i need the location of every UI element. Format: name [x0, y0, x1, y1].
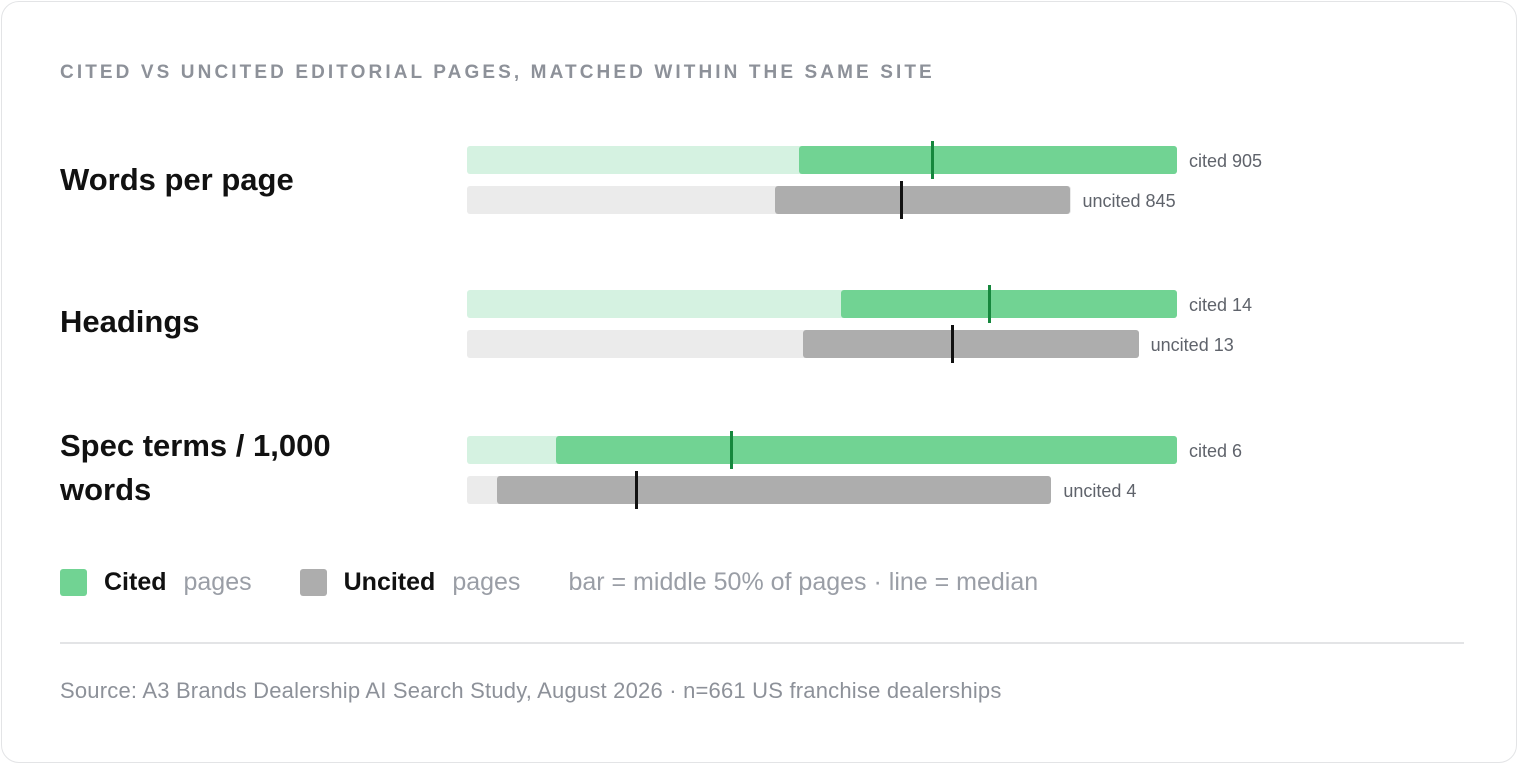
legend-cited-label: Cited — [104, 567, 167, 596]
uncited-iqr-bar — [496, 476, 1052, 504]
uncited-value-label: uncited 13 — [1150, 335, 1234, 355]
uncited-iqr-bar — [775, 186, 1071, 214]
uncited-median-line — [951, 325, 955, 363]
uncited-iqr-bar — [802, 330, 1139, 358]
cited-iqr-bar — [798, 146, 1177, 174]
cited-iqr-bar — [841, 290, 1177, 318]
divider — [60, 642, 1464, 644]
cited-median-line — [988, 285, 992, 323]
uncited-value-label: uncited 845 — [1082, 191, 1176, 211]
cited-median-line — [730, 431, 734, 469]
chart-title: CITED VS UNCITED EDITORIAL PAGES, MATCHE… — [60, 62, 935, 83]
legend-uncited-swatch — [299, 568, 327, 596]
source-note: Source: A3 Brands Dealership AI Search S… — [60, 678, 1002, 703]
cited-median-line — [930, 141, 934, 179]
legend: Cited pages Uncited pages bar = middle 5… — [60, 564, 1038, 600]
legend-uncited-suffix: pages — [452, 567, 521, 596]
cited-value-label: cited 6 — [1189, 441, 1243, 461]
cited-value-label: cited 14 — [1189, 295, 1253, 315]
uncited-median-line — [635, 471, 639, 509]
cited-value-label: cited 905 — [1189, 151, 1263, 171]
uncited-value-label: uncited 4 — [1063, 481, 1137, 501]
legend-cited-suffix: pages — [183, 567, 252, 596]
legend-uncited-label: Uncited — [343, 567, 436, 596]
metric-label: Spec terms / 1,000 words — [60, 428, 331, 507]
legend-cited-swatch — [60, 568, 87, 596]
metric-label: Words per page — [60, 162, 294, 197]
legend-note: bar = middle 50% of pages · line = media… — [568, 567, 1039, 596]
cited-iqr-bar — [555, 436, 1177, 464]
uncited-median-line — [900, 181, 904, 219]
metric-label: Headings — [60, 304, 200, 339]
